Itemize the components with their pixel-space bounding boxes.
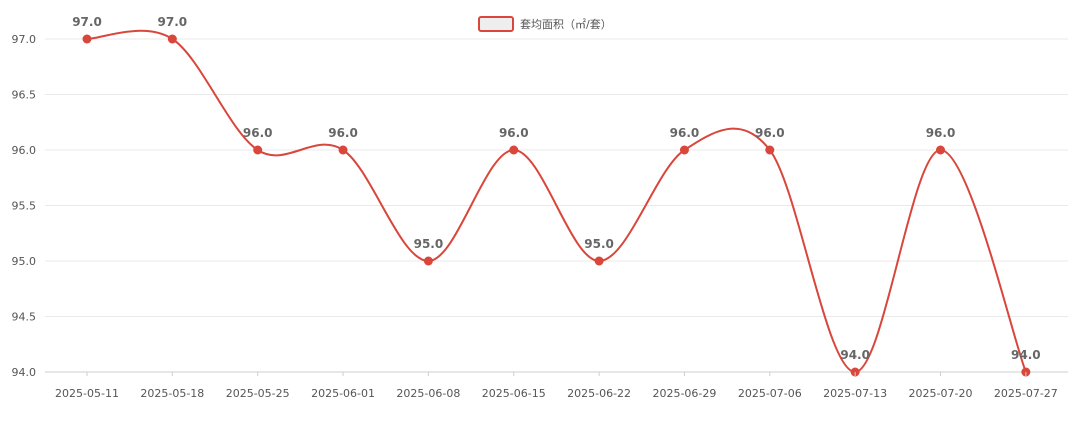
data-label: 95.0	[414, 237, 444, 251]
data-points	[82, 34, 1031, 377]
x-tick-label: 2025-07-13	[823, 387, 887, 400]
legend-swatch[interactable]	[478, 16, 514, 32]
y-tick-label: 94.5	[12, 311, 37, 324]
y-axis-ticks: 97.0 96.5 96.0 95.5 95.0 94.5 94.0	[12, 33, 37, 379]
x-tick-label: 2025-05-11	[55, 387, 119, 400]
data-point[interactable]	[679, 145, 689, 155]
data-point[interactable]	[423, 256, 433, 266]
x-tick-label: 2025-06-08	[396, 387, 460, 400]
x-tick-label: 2025-06-15	[482, 387, 546, 400]
x-tick-label: 2025-06-01	[311, 387, 375, 400]
data-label: 97.0	[158, 15, 188, 29]
x-axis-ticks: 2025-05-11 2025-05-18 2025-05-25 2025-06-01…	[55, 372, 1058, 400]
y-tick-label: 95.0	[12, 255, 37, 268]
data-label: 97.0	[72, 15, 102, 29]
data-point[interactable]	[936, 145, 945, 155]
data-label: 94.0	[840, 348, 870, 362]
y-tick-label: 97.0	[12, 33, 37, 46]
legend[interactable]: 套均面积（㎡/套）	[478, 16, 612, 32]
x-tick-label: 2025-05-25	[226, 387, 290, 400]
data-label: 96.0	[755, 126, 785, 140]
data-point[interactable]	[509, 145, 519, 155]
data-point[interactable]	[167, 34, 177, 44]
x-tick-label: 2025-07-20	[909, 387, 973, 400]
data-label: 96.0	[328, 126, 358, 140]
data-label: 96.0	[670, 126, 700, 140]
y-tick-label: 96.0	[12, 144, 37, 157]
data-point[interactable]	[82, 34, 92, 44]
y-tick-label: 95.5	[12, 200, 37, 213]
x-tick-label: 2025-07-27	[994, 387, 1058, 400]
x-tick-label: 2025-06-22	[567, 387, 631, 400]
data-point[interactable]	[338, 145, 348, 155]
series-line	[86, 29, 1027, 374]
data-label: 94.0	[1011, 348, 1041, 362]
data-point[interactable]	[253, 145, 263, 155]
x-tick-label: 2025-05-18	[140, 387, 204, 400]
y-tick-label: 94.0	[12, 366, 37, 379]
x-tick-label: 2025-07-06	[738, 387, 802, 400]
legend-label[interactable]: 套均面积（㎡/套）	[520, 18, 612, 31]
grid-lines	[45, 38, 1068, 317]
data-label: 95.0	[584, 237, 614, 251]
data-label: 96.0	[499, 126, 529, 140]
x-tick-label: 2025-06-29	[652, 387, 716, 400]
data-point[interactable]	[594, 256, 604, 266]
y-tick-label: 96.5	[12, 89, 37, 102]
data-point[interactable]	[765, 145, 775, 155]
data-label: 96.0	[243, 126, 273, 140]
series-line-group	[86, 29, 1027, 374]
data-label: 96.0	[926, 126, 956, 140]
data-labels: 97.0 97.0 96.0 96.0 95.0 96.0 95.0 96.0 96.0 94.0…	[72, 15, 1040, 362]
